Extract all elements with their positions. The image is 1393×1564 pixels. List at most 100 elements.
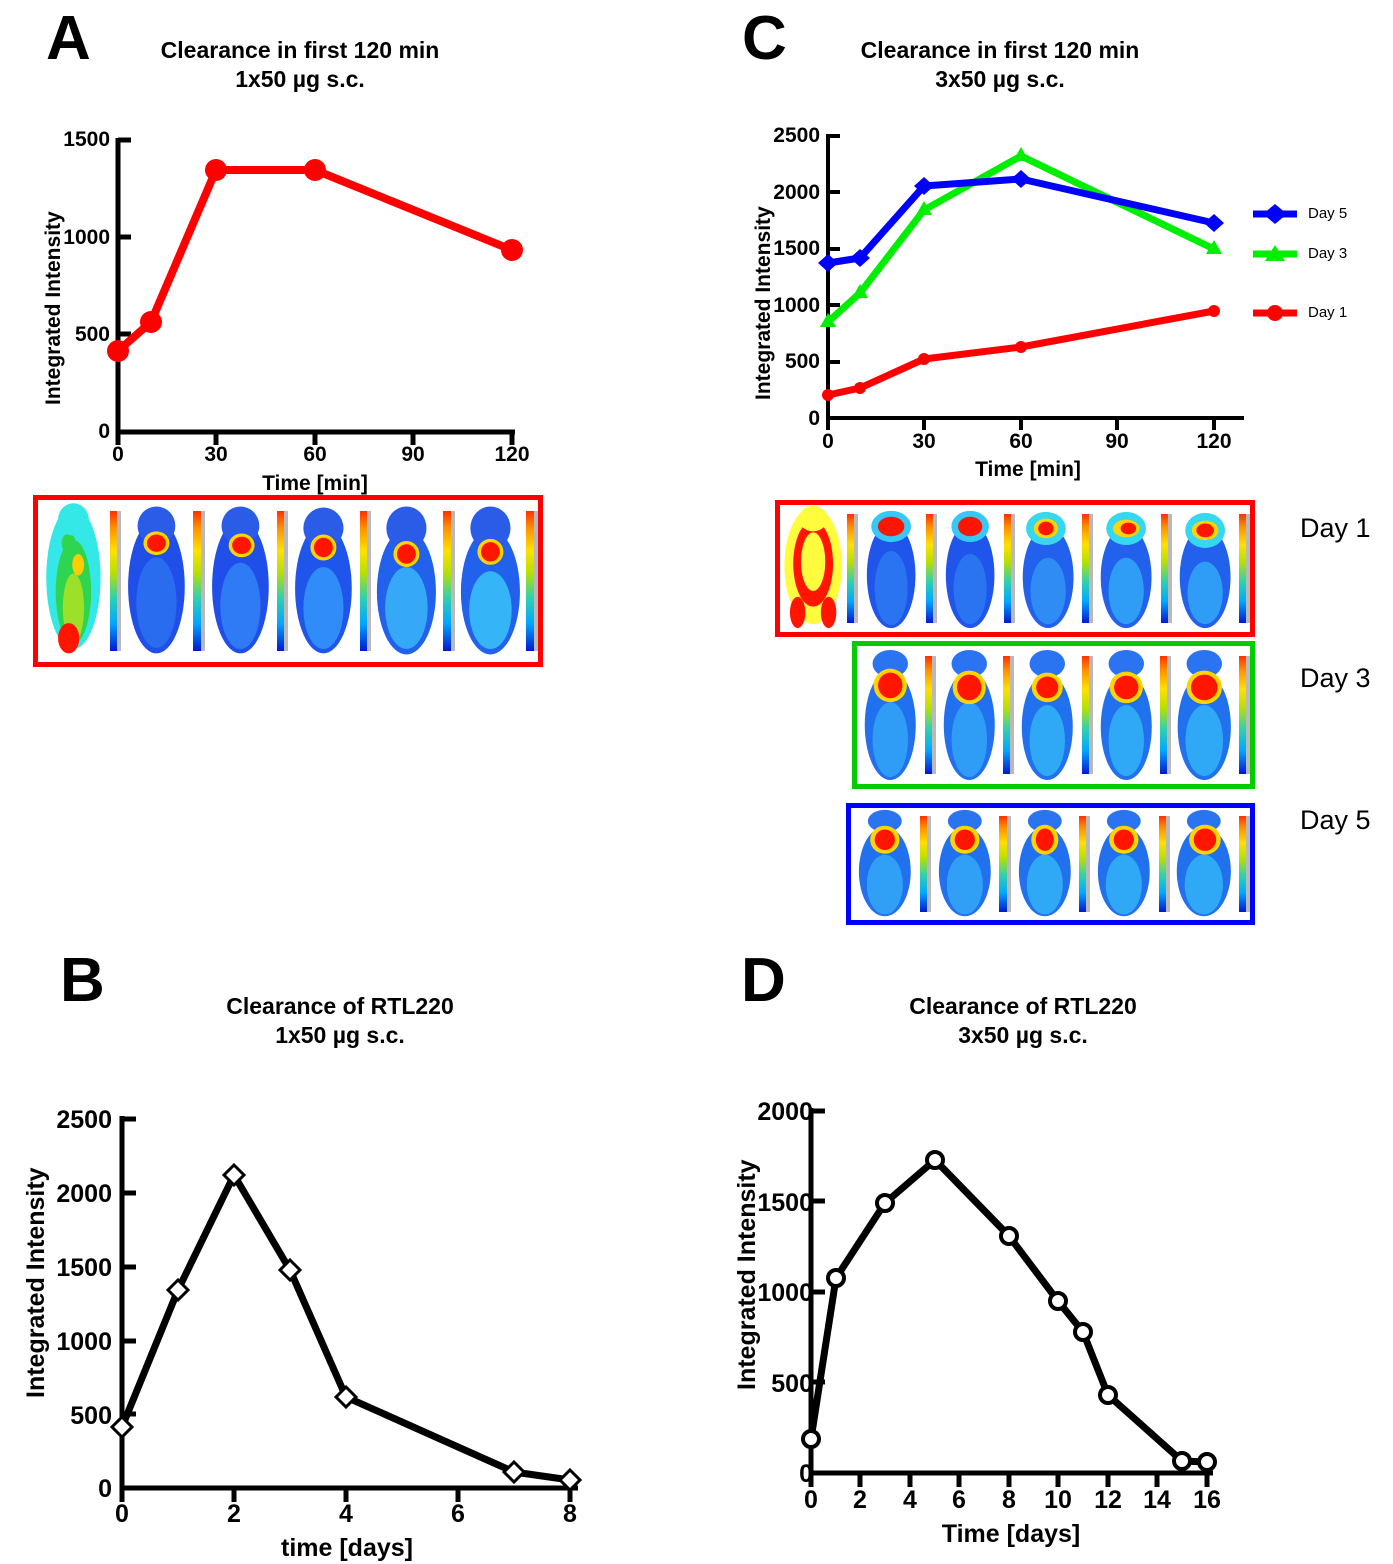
- panel-c: C Clearance in first 120 min 3x50 µg s.c…: [742, 8, 1371, 925]
- panel-a-ytick-1500: 1500: [63, 128, 110, 151]
- mouse-image: [931, 808, 1011, 920]
- panel-b-ytick-500: 500: [70, 1402, 112, 1430]
- mouse-image: [455, 500, 538, 662]
- panel-c-ytick-2000: 2000: [773, 181, 820, 204]
- panel-d-xtick-14: 14: [1143, 1486, 1171, 1514]
- mouse-image: [1172, 505, 1250, 632]
- panel-d-xtick-0: 0: [804, 1486, 818, 1514]
- panel-a-xtick-30: 30: [204, 443, 228, 466]
- panel-c-row-label-day3: Day 3: [1300, 663, 1371, 693]
- panel-d-title-line2: 3x50 µg s.c.: [958, 1021, 1088, 1048]
- color-bar: [1160, 513, 1172, 624]
- panel-c-day1-markers: [822, 305, 1220, 401]
- mouse-image: [858, 505, 937, 632]
- panel-b-ytick-2500: 2500: [56, 1106, 112, 1134]
- legend-day1-icon: [1253, 305, 1297, 321]
- color-bar: [924, 655, 936, 775]
- color-bar: [1082, 513, 1094, 624]
- panel-d-xtick-16: 16: [1193, 1486, 1221, 1514]
- color-bar: [276, 511, 288, 651]
- panel-d: D Clearance of RTL220 3x50 µg s.c. Integ…: [693, 930, 1393, 1564]
- panel-b-plot: [109, 1116, 583, 1502]
- panel-a-xtick-0: 0: [112, 443, 124, 466]
- color-bar: [193, 511, 205, 651]
- panel-d-ytick-1500: 1500: [757, 1189, 813, 1217]
- panel-b-ytick-1000: 1000: [56, 1328, 112, 1356]
- panel-d-xtick-6: 6: [952, 1486, 966, 1514]
- panel-a-title-line1: Clearance in first 120 min: [160, 37, 440, 63]
- panel-c-legend-label-day5: Day 5: [1308, 205, 1348, 222]
- panel-d-plot: [801, 1108, 1217, 1487]
- panel-d-xtick-8: 8: [1002, 1486, 1016, 1514]
- panel-a-title: Clearance in first 120 min 1x50 µg s.c.: [70, 36, 530, 94]
- panel-c-ytick-500: 500: [784, 350, 820, 373]
- panel-c-ytick-0: 0: [808, 407, 820, 430]
- mouse-image: [1011, 808, 1091, 920]
- panel-a-ytick-0: 0: [98, 420, 110, 443]
- color-bar: [1003, 513, 1015, 624]
- panel-c-day5-markers: [818, 170, 1224, 272]
- panel-b-x-axis-title: time [days]: [281, 1534, 413, 1562]
- panel-c-legend-label-day1: Day 1: [1308, 304, 1348, 321]
- panel-d-markers: [801, 1150, 1217, 1472]
- panel-d-xtick-2: 2: [853, 1486, 867, 1514]
- panel-d-ytick-1000: 1000: [757, 1279, 813, 1307]
- panel-b-ytick-0: 0: [98, 1475, 112, 1503]
- panel-a-point: [205, 159, 227, 181]
- panel-c-xtick-120: 120: [1196, 430, 1232, 453]
- mouse-image: [1015, 505, 1094, 632]
- panel-d-series-line: [807, 1156, 1208, 1466]
- mouse-image: [936, 646, 1015, 784]
- panel-a-image-row: [33, 495, 543, 667]
- mouse-image: [857, 646, 936, 784]
- panel-b-xtick-4: 4: [339, 1500, 353, 1528]
- panel-a-xtick-120: 120: [494, 443, 530, 466]
- mouse-image: [1014, 646, 1093, 784]
- color-bar: [1160, 655, 1172, 775]
- mouse-image: [1170, 808, 1250, 920]
- panel-b-title-line1: Clearance of RTL220: [226, 993, 454, 1019]
- panel-c-ytick-1000: 1000: [773, 294, 820, 317]
- panel-b-title-line2: 1x50 µg s.c.: [275, 1021, 405, 1048]
- color-bar: [925, 513, 937, 624]
- color-bar: [1238, 513, 1250, 624]
- color-bar: [919, 815, 931, 913]
- color-bar: [847, 513, 859, 624]
- panel-b-markers: [109, 1162, 583, 1493]
- color-bar: [1079, 815, 1091, 913]
- mouse-image: [38, 500, 122, 662]
- panel-c-xtick-0: 0: [822, 430, 834, 453]
- panel-d-xtick-4: 4: [903, 1486, 917, 1514]
- mouse-image: [1093, 646, 1172, 784]
- panel-a-point: [501, 239, 523, 261]
- mouse-image: [371, 500, 455, 662]
- color-bar: [1081, 655, 1093, 775]
- panel-a-point: [140, 311, 162, 333]
- mouse-image: [937, 505, 1015, 632]
- panel-c-row-label-day5: Day 5: [1300, 805, 1371, 835]
- mouse-image: [1090, 808, 1171, 920]
- panel-a-ytick-500: 500: [74, 323, 110, 346]
- panel-a-point: [107, 340, 129, 362]
- mouse-image: [288, 500, 372, 662]
- color-bar: [526, 511, 538, 651]
- panel-d-xtick-12: 12: [1094, 1486, 1122, 1514]
- panel-c-xtick-60: 60: [1009, 430, 1033, 453]
- panel-d-title-line1: Clearance of RTL220: [909, 993, 1137, 1019]
- mouse-image: [780, 505, 859, 632]
- mouse-image: [1171, 646, 1250, 784]
- panel-c-title: Clearance in first 120 min 3x50 µg s.c.: [770, 36, 1230, 94]
- color-bar: [109, 511, 122, 651]
- panel-b-ytick-2000: 2000: [56, 1180, 112, 1208]
- panel-b-xtick-8: 8: [563, 1500, 577, 1528]
- mouse-image: [851, 808, 931, 920]
- panel-c-legend-label-day3: Day 3: [1308, 245, 1348, 262]
- panel-b-xtick-6: 6: [451, 1500, 465, 1528]
- panel-a-xtick-90: 90: [401, 443, 425, 466]
- panel-c-xtick-90: 90: [1105, 430, 1129, 453]
- panel-c-xtick-30: 30: [912, 430, 936, 453]
- panel-c-image-row-day3: [852, 641, 1255, 789]
- panel-c-image-row-day5: [846, 803, 1255, 925]
- panel-a-ytick-1000: 1000: [63, 226, 110, 249]
- color-bar: [359, 511, 372, 651]
